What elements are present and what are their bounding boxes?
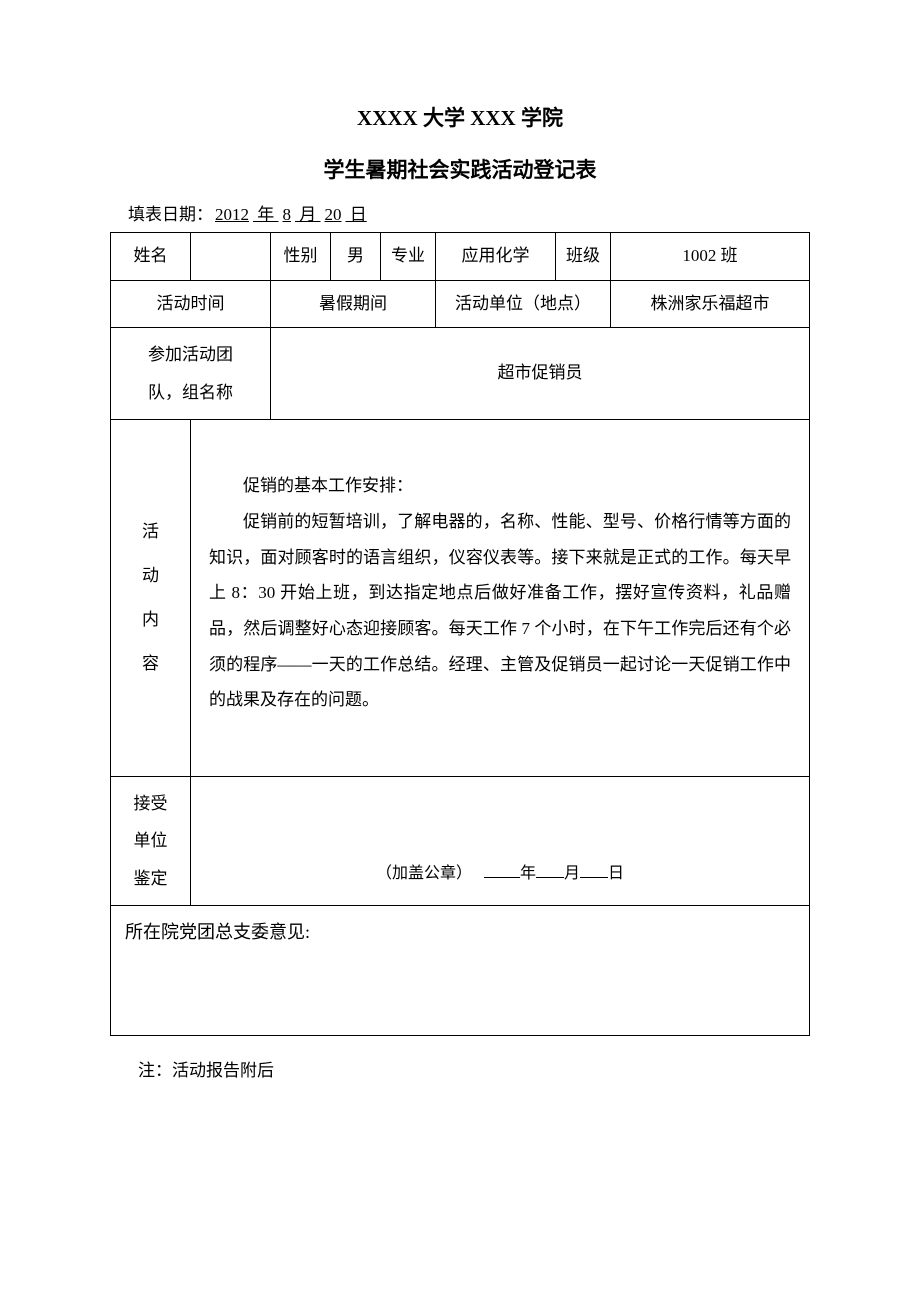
- seal-month-suffix: 月: [564, 865, 580, 882]
- table-row: 所在院党团总支委意见:: [111, 906, 810, 1036]
- time-label: 活动时间: [111, 280, 271, 328]
- seal-day-blank: [580, 862, 608, 878]
- table-row: 参加活动团 队，组名称 超市促销员: [111, 328, 810, 420]
- time-value: 暑假期间: [271, 280, 436, 328]
- content-para2: 促销前的短暂培训，了解电器的，名称、性能、型号、价格行情等方面的知识，面对顾客时…: [209, 504, 791, 718]
- page-title: XXXX 大学 XXX 学院: [110, 100, 810, 138]
- evaluation-value: （加盖公章） 年 月 日: [191, 776, 810, 905]
- fill-date-month-suffix: 月: [293, 205, 323, 224]
- content-para1: 促销的基本工作安排：: [209, 468, 791, 504]
- seal-year-blank: [484, 862, 520, 878]
- evaluation-label-1: 接受: [117, 785, 184, 822]
- fill-date-year-suffix: 年: [251, 205, 281, 224]
- evaluation-label: 接受 单位 鉴定: [111, 776, 191, 905]
- gender-label: 性别: [271, 233, 331, 281]
- fill-date: 填表日期：2012 年 8 月 20 日: [128, 200, 810, 231]
- seal-label: （加盖公章）: [376, 865, 472, 882]
- seal-month-blank: [536, 862, 564, 878]
- registration-table: 姓名 性别 男 专业 应用化学 班级 1002 班 活动时间 暑假期间 活动单位…: [110, 232, 810, 1036]
- content-label: 活 动 内 容: [111, 420, 191, 777]
- content-value: 促销的基本工作安排： 促销前的短暂培训，了解电器的，名称、性能、型号、价格行情等…: [191, 420, 810, 777]
- class-label: 班级: [556, 233, 611, 281]
- table-row: 姓名 性别 男 专业 应用化学 班级 1002 班: [111, 233, 810, 281]
- name-label: 姓名: [111, 233, 191, 281]
- name-value: [191, 233, 271, 281]
- evaluation-label-3: 鉴定: [117, 860, 184, 897]
- team-label: 参加活动团 队，组名称: [111, 328, 271, 420]
- seal-day-suffix: 日: [608, 865, 624, 882]
- content-label-2: 动: [117, 554, 184, 598]
- gender-value: 男: [331, 233, 381, 281]
- team-label-line2: 队，组名称: [117, 374, 264, 411]
- class-value: 1002 班: [611, 233, 810, 281]
- content-label-4: 容: [117, 642, 184, 686]
- fill-date-month: 8: [281, 205, 294, 224]
- unit-value: 株洲家乐福超市: [611, 280, 810, 328]
- footnote: 注：活动报告附后: [138, 1056, 810, 1087]
- major-value: 应用化学: [436, 233, 556, 281]
- content-label-1: 活: [117, 510, 184, 554]
- team-label-line1: 参加活动团: [117, 336, 264, 373]
- fill-date-day: 20: [323, 205, 344, 224]
- evaluation-label-2: 单位: [117, 822, 184, 859]
- opinion-label: 所在院党团总支委意见:: [125, 922, 310, 942]
- unit-label: 活动单位（地点）: [436, 280, 611, 328]
- fill-date-day-suffix: 日: [344, 205, 369, 224]
- fill-date-year: 2012: [213, 205, 251, 224]
- opinion-cell: 所在院党团总支委意见:: [111, 906, 810, 1036]
- fill-date-label: 填表日期：: [128, 205, 213, 224]
- table-row: 接受 单位 鉴定 （加盖公章） 年 月 日: [111, 776, 810, 905]
- content-label-3: 内: [117, 598, 184, 642]
- team-value: 超市促销员: [271, 328, 810, 420]
- major-label: 专业: [381, 233, 436, 281]
- table-row: 活动时间 暑假期间 活动单位（地点） 株洲家乐福超市: [111, 280, 810, 328]
- page-subtitle: 学生暑期社会实践活动登记表: [110, 152, 810, 190]
- seal-year-suffix: 年: [520, 865, 536, 882]
- table-row: 活 动 内 容 促销的基本工作安排： 促销前的短暂培训，了解电器的，名称、性能、…: [111, 420, 810, 777]
